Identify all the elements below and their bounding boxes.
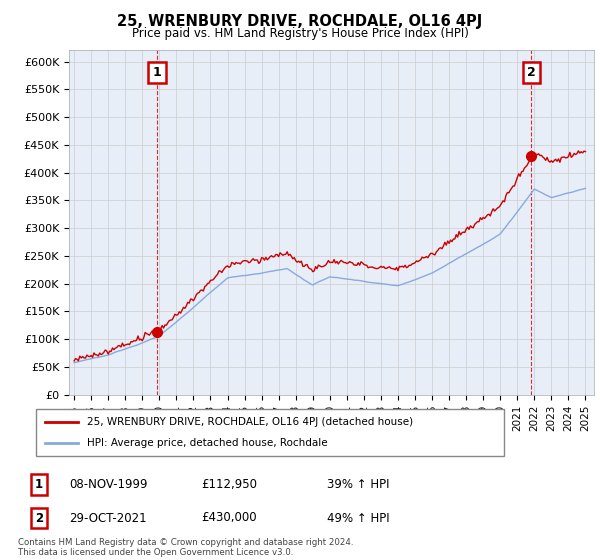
Text: 1: 1	[153, 66, 161, 79]
Text: 08-NOV-1999: 08-NOV-1999	[69, 478, 148, 491]
FancyBboxPatch shape	[36, 409, 504, 456]
Text: 29-OCT-2021: 29-OCT-2021	[69, 511, 146, 525]
Text: 39% ↑ HPI: 39% ↑ HPI	[327, 478, 389, 491]
Text: 2: 2	[527, 66, 536, 79]
Text: Price paid vs. HM Land Registry's House Price Index (HPI): Price paid vs. HM Land Registry's House …	[131, 27, 469, 40]
Text: HPI: Average price, detached house, Rochdale: HPI: Average price, detached house, Roch…	[88, 438, 328, 448]
Text: Contains HM Land Registry data © Crown copyright and database right 2024.
This d: Contains HM Land Registry data © Crown c…	[18, 538, 353, 557]
Text: £112,950: £112,950	[201, 478, 257, 491]
Text: 1: 1	[35, 478, 43, 491]
Text: 2: 2	[35, 511, 43, 525]
Text: 25, WRENBURY DRIVE, ROCHDALE, OL16 4PJ: 25, WRENBURY DRIVE, ROCHDALE, OL16 4PJ	[118, 14, 482, 29]
Text: 49% ↑ HPI: 49% ↑ HPI	[327, 511, 389, 525]
Text: £430,000: £430,000	[201, 511, 257, 525]
Text: 25, WRENBURY DRIVE, ROCHDALE, OL16 4PJ (detached house): 25, WRENBURY DRIVE, ROCHDALE, OL16 4PJ (…	[88, 417, 413, 427]
